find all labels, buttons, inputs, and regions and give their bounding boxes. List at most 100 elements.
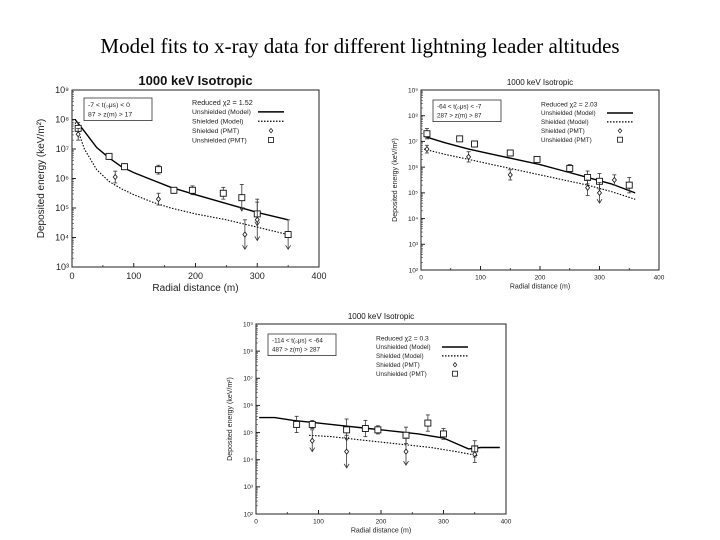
- chart-2-diamond-point-1: [466, 151, 472, 163]
- chart-1-ytick-label-4: 10⁷: [56, 144, 69, 154]
- error-arrow: [596, 198, 603, 204]
- legend-symbol-square: [452, 370, 458, 377]
- square-marker: [188, 186, 196, 194]
- chart-1-square-point-9: [284, 219, 292, 251]
- error-arrow: [343, 463, 350, 469]
- chart-2-ytick-label-4: 10⁶: [408, 164, 418, 171]
- legend-unshielded-model: Unshielded (Model): [376, 344, 431, 351]
- chart-1-svg: 1000 keV Isotropic 0 100 200 300 400 10³ 10⁴ 10⁵…: [36, 73, 327, 294]
- range-box: [83, 97, 153, 122]
- chart-1-ytick-label-6: 10⁹: [55, 85, 69, 95]
- diamond-marker: [309, 437, 315, 444]
- chart-3-svg: 1000 keV Isotropic 0 100 200 300 400 10² 10³ 10⁴…: [227, 312, 512, 535]
- chart-panel-3: 1000 keV Isotropic 0 100 200 300 400 10² 10³ 10⁴…: [220, 307, 520, 535]
- legend-chi: Reduced χ2 = 0.3: [376, 335, 429, 342]
- legend-unshielded-model: Unshielded (Model): [541, 110, 596, 117]
- legend-symbol-square: [268, 137, 274, 143]
- chart-3-diamond-point-0: [309, 429, 316, 453]
- chart-1-xtick-label-1: 100: [126, 271, 141, 281]
- chart-2-ytick-label-0: 10²: [409, 267, 419, 274]
- legend-chi: Reduced χ2 = 1.52: [192, 98, 253, 107]
- chart-3-square-point-5: [402, 426, 410, 444]
- legend-chi: Reduced χ2 = 2.03: [541, 101, 598, 108]
- chart-1-diamond-point-2: [155, 192, 161, 206]
- diamond-marker: [75, 131, 81, 138]
- chart-panel-2: 1000 keV Isotropic 0 100 200 300 400 10² 10³ 10⁴…: [383, 74, 683, 292]
- square-marker: [154, 166, 162, 174]
- chart-1-square-point-7: [238, 184, 246, 212]
- square-marker: [566, 164, 574, 172]
- square-marker: [423, 130, 431, 138]
- error-arrow: [254, 236, 261, 242]
- chart-panel-1: 1000 keV Isotropic 0 100 200 300 400 10³ 10⁴ 10⁵…: [28, 70, 328, 294]
- square-marker: [308, 420, 316, 428]
- chart-2-diamond-point-0: [424, 144, 430, 154]
- chart-1-diamond-point-3: [242, 219, 248, 251]
- legend-symbol-diamond: [268, 127, 274, 134]
- chart-2-square-point-0: [423, 128, 431, 140]
- chart-2-ytick-label-1: 10³: [409, 242, 419, 249]
- range-box: [267, 333, 337, 357]
- chart-3-legend: -114 < t(₀μs) < -64 487 > z(m) > 287 Reduc…: [267, 333, 468, 378]
- chart-1-xtick-label-4: 400: [311, 271, 326, 281]
- legend-symbol-diamond: [452, 362, 458, 368]
- chart-3-square-point-0: [293, 415, 301, 433]
- chart-2-ytick-label-7: 10⁹: [408, 87, 418, 94]
- chart-3-ytick-label-7: 10⁹: [243, 321, 253, 328]
- chart-2-square-point-5: [566, 164, 574, 173]
- chart-1-ytick-label-0: 10³: [56, 262, 69, 272]
- chart-2-ytick-label-2: 10⁴: [408, 216, 418, 223]
- chart-1-ytick-label-5: 10⁸: [55, 115, 69, 125]
- square-marker: [121, 163, 128, 171]
- chart-2-ytick-label-6: 10⁸: [408, 113, 418, 120]
- range-line-1: -114 < t(₀μs) < -64: [272, 337, 323, 344]
- chart-3-square-point-1: [308, 419, 316, 429]
- range-line-2: 487 > z(m) > 287: [272, 347, 320, 354]
- chart-2-xtick-label-2: 200: [535, 275, 546, 282]
- legend-shielded-model: Shielded (Model): [541, 119, 589, 126]
- error-arrow: [238, 206, 245, 212]
- square-marker: [424, 419, 432, 427]
- legend-unshielded-model: Unshielded (Model): [192, 109, 251, 116]
- chart-2-xtick-label-3: 300: [594, 275, 605, 282]
- chart-2-square-point-3: [506, 149, 514, 157]
- chart-1-line-dotted: [74, 122, 289, 236]
- chart-3-square-point-3: [361, 419, 369, 438]
- square-marker: [219, 189, 227, 197]
- chart-1-diamond-point-4: [254, 198, 261, 242]
- error-arrow: [403, 460, 409, 466]
- chart-1-title: 1000 keV Isotropic: [138, 73, 252, 88]
- square-marker: [402, 431, 410, 439]
- chart-3-ytick-label-5: 10⁷: [243, 376, 253, 383]
- diamond-marker: [507, 171, 513, 178]
- square-marker: [584, 173, 592, 181]
- square-marker: [361, 425, 369, 432]
- chart-2-diamond-point-2: [507, 169, 513, 181]
- chart-2-square-point-2: [471, 140, 479, 148]
- chart-1-legend: -7 < t(₀μs) < 0 87 > z(m) > 17 Reduced χ2 …: [83, 97, 284, 144]
- chart-3-ytick-label-4: 10⁶: [243, 403, 253, 410]
- square-marker: [374, 426, 382, 434]
- diamond-marker: [611, 176, 617, 184]
- chart-2-line-solid: [423, 135, 636, 194]
- error-arrow: [242, 245, 248, 251]
- error-arrow: [285, 245, 291, 251]
- square-marker: [238, 194, 246, 202]
- square-marker: [293, 420, 301, 428]
- chart-2-line-dotted: [423, 148, 636, 200]
- chart-1-xtick-label-3: 300: [250, 271, 265, 281]
- error-arrow: [309, 447, 316, 453]
- chart-3-line-dotted: [309, 434, 478, 457]
- chart-3-square-point-7: [440, 428, 447, 440]
- chart-2-ytick-label-3: 10⁵: [408, 190, 418, 197]
- chart-1-square-point-3: [154, 164, 162, 175]
- diamond-marker: [585, 184, 591, 191]
- chart-1-square-point-6: [219, 186, 227, 200]
- chart-1-xtick-label-2: 200: [188, 271, 203, 281]
- legend-unshielded-pmt: Unshielded (PMT): [376, 371, 427, 378]
- chart-1-ytick-label-3: 10⁶: [55, 174, 69, 184]
- chart-1-square-point-2: [121, 163, 128, 171]
- chart-3-title: 1000 keV Isotropic: [348, 312, 414, 321]
- diamond-marker: [424, 146, 430, 153]
- diamond-marker: [254, 216, 260, 223]
